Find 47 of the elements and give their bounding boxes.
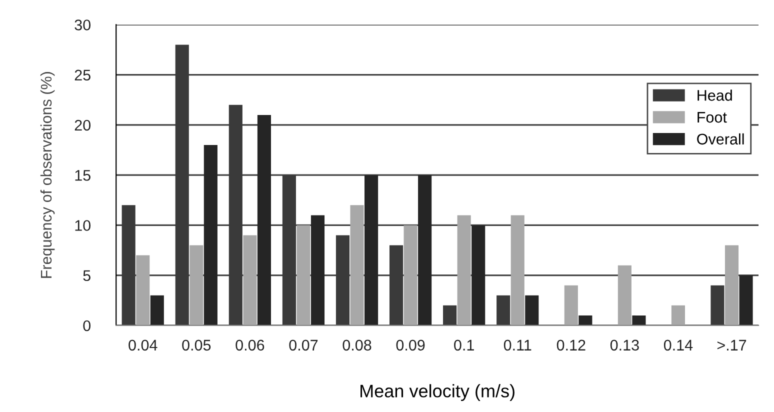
bar bbox=[204, 145, 218, 326]
bar bbox=[632, 315, 646, 326]
x-tick-label: 0.09 bbox=[396, 340, 425, 351]
legend-label: Head bbox=[698, 90, 732, 101]
bar bbox=[618, 265, 632, 326]
x-tick-label: 0.1 bbox=[454, 340, 474, 351]
bar bbox=[296, 225, 310, 326]
x-tick-label: 0.14 bbox=[664, 340, 693, 351]
legend-label: Overall bbox=[697, 133, 744, 145]
bar bbox=[243, 235, 257, 326]
x-tick-label: 0.13 bbox=[610, 340, 639, 351]
x-tick-label: 0.06 bbox=[236, 340, 264, 351]
bar bbox=[724, 245, 739, 326]
bar bbox=[190, 245, 204, 326]
bar bbox=[510, 215, 524, 326]
x-tick-label: 0.11 bbox=[504, 340, 532, 351]
bar bbox=[671, 305, 685, 326]
bar bbox=[257, 114, 271, 326]
y-tick-label: 0 bbox=[83, 320, 91, 332]
bar bbox=[564, 285, 578, 326]
bar bbox=[150, 295, 164, 326]
x-tick-label: 0.07 bbox=[289, 340, 318, 351]
x-tick-label: 0.04 bbox=[128, 340, 158, 351]
bar bbox=[310, 215, 325, 326]
bar bbox=[739, 275, 753, 326]
bar bbox=[418, 175, 432, 326]
x-tick-label: 0.12 bbox=[556, 340, 586, 351]
bar bbox=[136, 255, 150, 326]
x-tick-label: 0.05 bbox=[182, 340, 211, 351]
bar bbox=[525, 295, 539, 326]
y-tick-label: 5 bbox=[83, 270, 90, 282]
bar bbox=[364, 175, 378, 326]
bar bbox=[578, 315, 592, 326]
y-tick-label: 25 bbox=[74, 70, 90, 81]
x-tick-label: 0.08 bbox=[342, 340, 372, 351]
bar bbox=[404, 225, 418, 326]
x-axis-title: Mean velocity (m/s) bbox=[360, 384, 514, 401]
y-axis-title: Frequency of observations (%) bbox=[40, 72, 55, 278]
bar bbox=[457, 215, 471, 326]
y-tick-label: 30 bbox=[74, 20, 91, 30]
y-tick-label: 20 bbox=[74, 120, 91, 131]
x-tick-label: >.17 bbox=[717, 340, 746, 350]
y-tick-label: 10 bbox=[75, 220, 91, 231]
bar bbox=[350, 205, 364, 326]
y-tick-label: 15 bbox=[75, 170, 90, 181]
legend-label: Foot bbox=[698, 112, 727, 123]
bar bbox=[472, 225, 486, 326]
